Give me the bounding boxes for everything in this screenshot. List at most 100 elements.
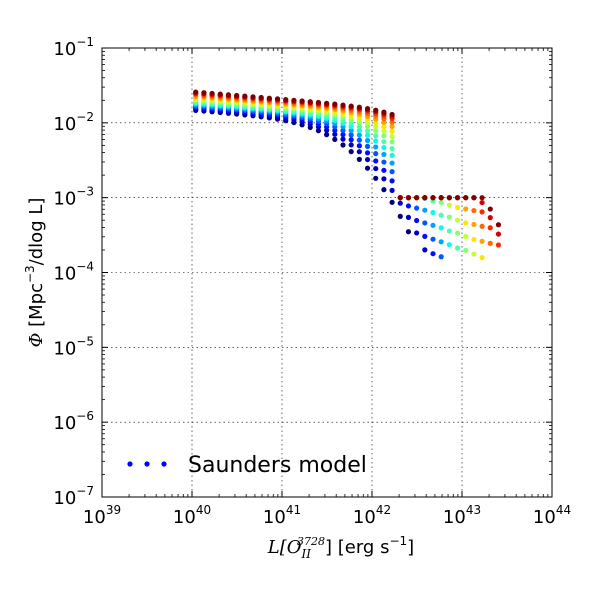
data-point bbox=[340, 102, 346, 108]
data-point bbox=[348, 149, 354, 155]
data-point bbox=[332, 127, 338, 134]
data-point bbox=[405, 203, 412, 209]
data-point bbox=[471, 236, 477, 243]
data-point bbox=[430, 222, 436, 228]
data-point bbox=[381, 119, 387, 126]
data-point bbox=[364, 150, 371, 156]
data-point bbox=[487, 240, 493, 246]
data-point bbox=[381, 133, 387, 139]
data-point bbox=[209, 90, 215, 97]
y-tick-label: 10−6 bbox=[53, 409, 94, 434]
data-point bbox=[356, 124, 362, 130]
data-point bbox=[332, 136, 338, 142]
data-point bbox=[389, 145, 395, 152]
data-point bbox=[348, 127, 354, 134]
x-tick-label: 1044 bbox=[533, 503, 571, 528]
data-point bbox=[340, 127, 346, 134]
data-point bbox=[315, 128, 322, 134]
data-point bbox=[307, 99, 313, 105]
data-point bbox=[356, 104, 362, 110]
data-point bbox=[381, 176, 387, 182]
data-point bbox=[234, 92, 240, 99]
data-point bbox=[487, 225, 493, 231]
data-point bbox=[324, 132, 330, 138]
data-point bbox=[446, 195, 452, 201]
data-point bbox=[348, 142, 354, 148]
data-point bbox=[373, 175, 379, 181]
x-axis-label: L[OII3728] [erg s−1] bbox=[267, 534, 414, 561]
data-point bbox=[422, 220, 428, 226]
data-point bbox=[422, 247, 428, 253]
data-point bbox=[438, 225, 444, 231]
data-point bbox=[193, 89, 199, 95]
data-point bbox=[397, 195, 403, 201]
data-point bbox=[454, 245, 461, 251]
data-point bbox=[381, 128, 387, 134]
data-point bbox=[381, 151, 387, 158]
data-point bbox=[356, 137, 362, 143]
data-point bbox=[381, 167, 387, 173]
data-point bbox=[373, 138, 379, 144]
data-point bbox=[242, 93, 248, 99]
data-point bbox=[414, 230, 420, 236]
data-point bbox=[389, 160, 395, 166]
data-point bbox=[381, 139, 387, 145]
data-point bbox=[454, 230, 461, 236]
data-point bbox=[430, 236, 436, 242]
data-point bbox=[479, 223, 485, 229]
data-point bbox=[463, 195, 469, 201]
data-point bbox=[463, 220, 469, 226]
data-point bbox=[201, 90, 207, 96]
data-point bbox=[332, 131, 338, 137]
data-point bbox=[414, 217, 420, 224]
data-point bbox=[389, 169, 395, 175]
legend: Saunders model bbox=[127, 453, 367, 478]
data-point bbox=[356, 156, 362, 162]
data-point bbox=[389, 128, 395, 134]
data-point bbox=[348, 103, 354, 109]
data-point bbox=[438, 212, 444, 218]
legend-marker bbox=[161, 461, 167, 467]
data-point bbox=[446, 202, 452, 208]
data-point bbox=[438, 199, 444, 206]
data-point bbox=[364, 128, 371, 134]
data-point bbox=[381, 159, 387, 165]
data-point bbox=[258, 94, 264, 101]
data-point bbox=[373, 107, 379, 113]
data-point bbox=[364, 143, 371, 149]
data-point bbox=[381, 187, 387, 193]
data-point bbox=[430, 209, 436, 216]
x-tick-label: 1040 bbox=[173, 503, 211, 528]
data-point bbox=[225, 92, 232, 98]
y-tick-label: 10−7 bbox=[53, 484, 94, 509]
data-point bbox=[373, 133, 379, 139]
data-point bbox=[405, 214, 412, 220]
data-point bbox=[373, 165, 379, 172]
legend-label: Saunders model bbox=[188, 453, 367, 478]
data-point bbox=[389, 111, 395, 118]
data-point bbox=[356, 143, 362, 149]
data-point bbox=[446, 242, 452, 248]
data-point bbox=[471, 251, 477, 257]
data-point bbox=[324, 100, 330, 106]
data-point bbox=[340, 136, 346, 142]
data-point bbox=[364, 137, 371, 144]
data-point bbox=[373, 144, 379, 150]
data-point bbox=[414, 195, 420, 201]
data-point bbox=[364, 105, 371, 112]
y-tick-label: 10−4 bbox=[53, 260, 94, 285]
data-point bbox=[422, 233, 428, 239]
data-point bbox=[487, 206, 493, 212]
plot-frame bbox=[101, 47, 553, 498]
data-point bbox=[373, 124, 379, 130]
data-point bbox=[495, 222, 502, 228]
data-point bbox=[340, 142, 346, 148]
data-point bbox=[454, 205, 461, 211]
data-point bbox=[356, 149, 362, 155]
data-point bbox=[389, 199, 395, 205]
data-point bbox=[495, 231, 502, 237]
data-point bbox=[438, 195, 444, 201]
data-point bbox=[373, 151, 379, 157]
data-point bbox=[479, 199, 485, 206]
